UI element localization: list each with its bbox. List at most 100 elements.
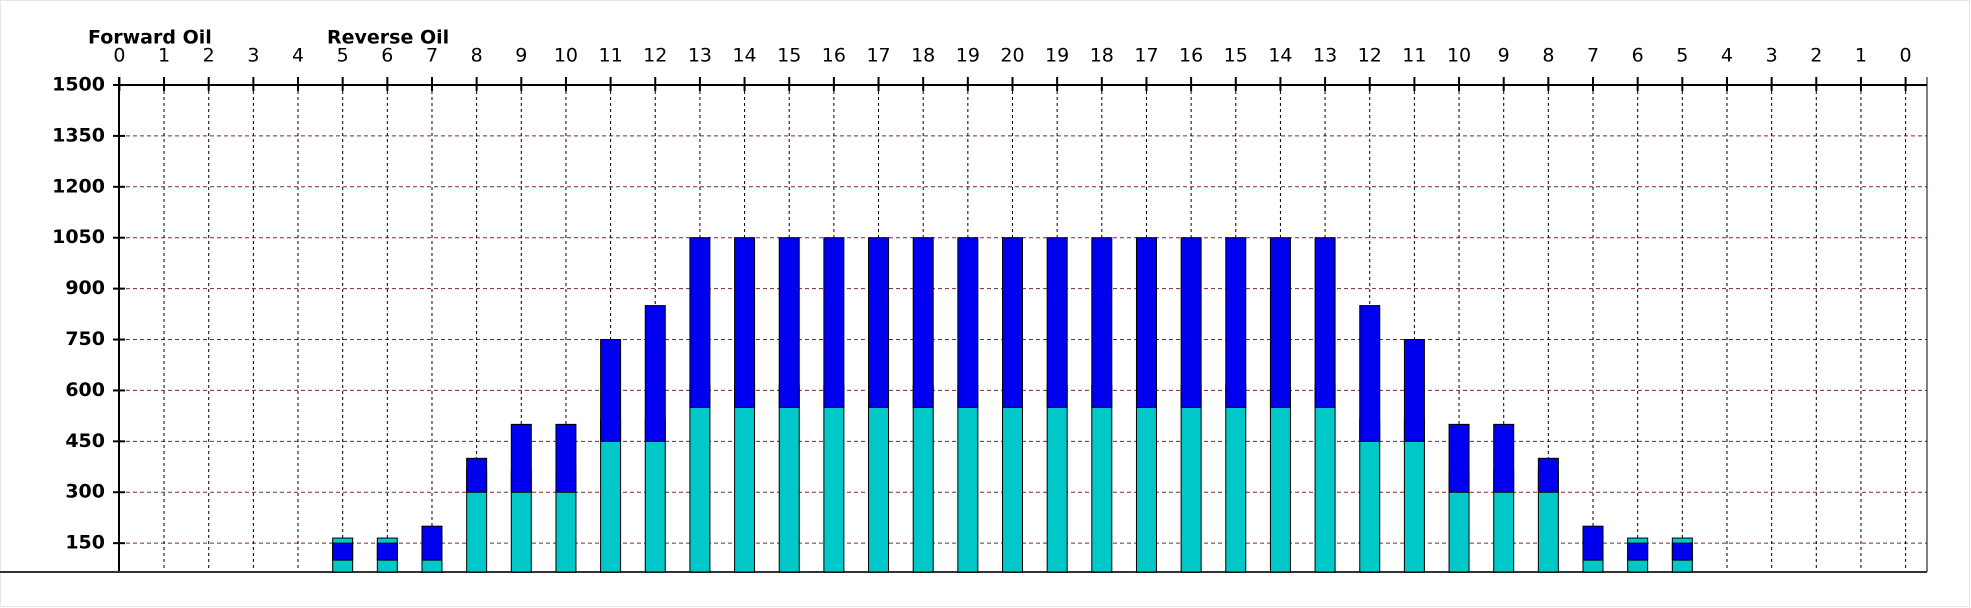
x-tick-label: 11 (599, 45, 623, 67)
legend-entry: Reverse Oil (327, 27, 449, 49)
bar-segment (1403, 339, 1425, 442)
x-tick-label: 19 (956, 45, 980, 67)
x-tick-label: 5 (1676, 45, 1688, 67)
bar-segment (1314, 384, 1336, 573)
bar-segment (376, 542, 398, 561)
x-tick-label: 19 (1045, 45, 1069, 67)
bar-segment (1225, 237, 1247, 408)
x-tick-label: 6 (381, 45, 393, 67)
x-tick-label: 4 (1721, 45, 1733, 67)
x-tick-label: 16 (1179, 45, 1203, 67)
bar-segment (1091, 237, 1113, 408)
bar-segment (1135, 237, 1157, 408)
x-tick-label: 3 (1766, 45, 1778, 67)
x-tick-label: 4 (292, 45, 304, 67)
bar-segment (510, 423, 532, 493)
x-tick-label: 18 (1090, 45, 1114, 67)
x-tick-label: 9 (1498, 45, 1510, 67)
bar-segment (734, 384, 756, 573)
x-tick-label: 2 (1810, 45, 1822, 67)
bar-segment (912, 237, 934, 408)
bar-segment (823, 237, 845, 408)
y-tick-label: 1500 (52, 74, 105, 96)
x-tick-label: 14 (732, 45, 756, 67)
x-tick-label: 8 (471, 45, 483, 67)
x-tick-label: 17 (1134, 45, 1158, 67)
x-tick-label: 18 (911, 45, 935, 67)
x-tick-label: 10 (554, 45, 578, 67)
x-tick-label: 1 (158, 45, 170, 67)
x-tick-label: 5 (337, 45, 349, 67)
x-tick-label: 7 (1587, 45, 1599, 67)
bar-segment (689, 237, 711, 408)
x-tick-label: 8 (1542, 45, 1554, 67)
bar-segment (1269, 384, 1291, 573)
bar-segment (1002, 384, 1023, 573)
bar-segment (1627, 542, 1649, 561)
bar-segment (912, 384, 934, 573)
y-tick-label: 1050 (52, 226, 105, 248)
x-tick-label: 0 (113, 45, 125, 67)
x-tick-label: 12 (1358, 45, 1382, 67)
bar-segment (1135, 384, 1157, 573)
bar-segment (957, 384, 979, 573)
bar-segment (1046, 237, 1068, 408)
bar-segment (957, 237, 979, 408)
x-tick-label: 14 (1268, 45, 1292, 67)
y-tick-label: 900 (65, 277, 105, 299)
bar-segment (1091, 384, 1113, 573)
x-tick-label: 15 (777, 45, 801, 67)
x-tick-label: 20 (1000, 45, 1024, 67)
bar-segment (644, 418, 666, 573)
x-tick-label: 13 (688, 45, 712, 67)
y-tick-label: 300 (65, 481, 105, 503)
bar-segment (1359, 418, 1381, 573)
bar-segment (1002, 237, 1023, 408)
bar-segment (644, 305, 666, 442)
bar-segment (689, 384, 711, 573)
y-tick-label: 600 (65, 379, 105, 401)
x-tick-label: 17 (866, 45, 890, 67)
bar-segment (555, 423, 577, 493)
bar-segment (1225, 384, 1247, 573)
x-tick-label: 1 (1855, 45, 1867, 67)
x-tick-label: 10 (1447, 45, 1471, 67)
x-tick-label: 13 (1313, 45, 1337, 67)
x-tick-label: 2 (203, 45, 215, 67)
bar-segment (734, 237, 756, 408)
legend-entry: Forward Oil (88, 27, 212, 49)
x-tick-label: 12 (643, 45, 667, 67)
bar-segment (332, 542, 354, 561)
bar-segment (868, 384, 890, 573)
bar-segment (1314, 237, 1336, 408)
bar-segment (1180, 237, 1202, 408)
bar-segment (600, 418, 622, 573)
bar-segment (466, 457, 488, 493)
bar-segment (1403, 418, 1425, 573)
bar-segment (421, 525, 443, 561)
x-tick-label: 3 (247, 45, 259, 67)
bar-segment (823, 384, 845, 573)
bar-segment (778, 237, 800, 408)
bar-segment (1359, 305, 1381, 442)
y-tick-label: 1200 (52, 175, 105, 197)
y-tick-label: 1350 (52, 124, 105, 146)
y-tick-label: 150 (65, 532, 105, 554)
x-tick-label: 15 (1224, 45, 1248, 67)
x-tick-label: 9 (515, 45, 527, 67)
bar-segment (778, 384, 800, 573)
x-tick-label: 6 (1632, 45, 1644, 67)
bar-segment (1537, 457, 1559, 493)
bar-segment (1671, 542, 1693, 561)
bar-segment (1493, 423, 1515, 493)
x-tick-label: 11 (1402, 45, 1426, 67)
bar-segment (1046, 384, 1068, 573)
bar-segment (1269, 237, 1291, 408)
x-tick-label: 0 (1900, 45, 1912, 67)
bar-segment (1180, 384, 1202, 573)
bar-segment (1582, 525, 1604, 561)
bar-segment (600, 339, 622, 442)
y-tick-label: 450 (65, 430, 105, 452)
